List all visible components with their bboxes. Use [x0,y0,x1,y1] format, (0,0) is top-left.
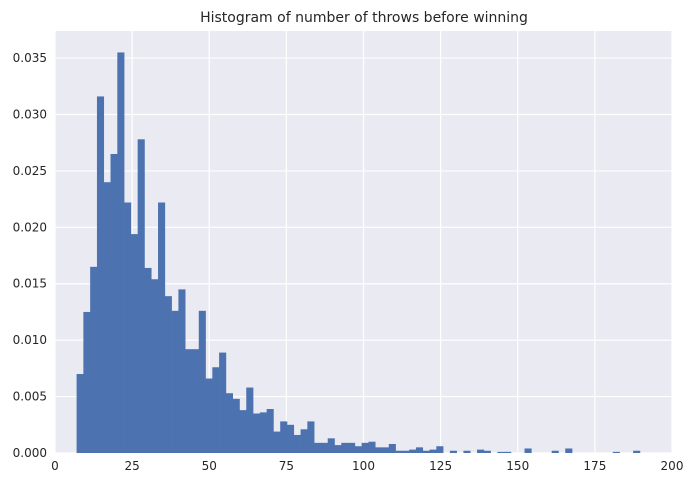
histogram-bar [239,410,247,453]
histogram-bar [307,421,315,453]
histogram-bar [449,450,457,453]
histogram-bar [429,449,437,453]
histogram-bar [565,448,573,453]
histogram-bar [409,449,417,453]
histogram-bar [504,451,512,453]
histogram-bar [103,182,111,453]
histogram-bar [185,349,193,453]
histogram-bar [198,310,206,453]
histogram-bar [314,442,322,453]
x-tick-label: 100 [352,459,375,473]
histogram-bar [320,442,329,453]
histogram-bar [348,442,356,453]
histogram-bar [137,139,145,453]
histogram-bar [300,429,308,453]
histogram-bar [436,446,444,453]
histogram-bar [395,450,403,453]
histogram-bar [83,311,91,453]
x-tick-label: 25 [124,459,139,473]
histogram-bar [375,447,383,453]
histogram-bar [130,234,138,453]
y-tick-label: 0.025 [13,164,47,178]
x-tick-label: 0 [51,459,59,473]
histogram-bar [212,367,220,453]
histogram-bar [219,352,227,453]
histogram-bar [259,412,267,453]
y-tick-label: 0.015 [13,277,47,291]
chart-title: Histogram of number of throws before win… [200,10,528,26]
histogram-bar [110,153,118,453]
x-tick-label: 150 [506,459,529,473]
histogram-bar [388,443,396,453]
histogram-bar [273,431,281,453]
y-tick-label: 0.030 [13,107,47,121]
y-tick-label: 0.035 [13,51,47,65]
histogram-bar [253,413,261,453]
histogram-bar [341,442,349,453]
histogram-bar [266,408,274,453]
histogram-bar [280,421,288,453]
histogram-bar [205,378,213,453]
histogram-bars [76,52,641,453]
histogram-bar [124,202,132,453]
histogram-bar [171,310,179,453]
histogram-bar [497,451,505,453]
histogram-bar [361,442,369,453]
x-tick-label: 175 [583,459,606,473]
histogram-bar [477,449,485,453]
histogram-bar [612,451,620,453]
histogram-bar [246,387,254,453]
histogram-bar [483,450,491,453]
histogram-bar [293,434,301,453]
histogram-bar [90,266,98,453]
histogram-bar [382,447,390,453]
histogram-bar [232,398,240,453]
histogram-bar [158,202,166,453]
x-tick-label: 50 [202,459,217,473]
y-axis-ticks: 0.000 0.005 0.010 0.015 0.020 0.025 0.030 0.035 [13,51,47,460]
histogram-bar [415,447,424,453]
histogram-bar [191,349,200,453]
histogram-bar [76,374,84,453]
histogram-bar [225,393,233,453]
x-tick-label: 200 [661,459,684,473]
histogram-bar [633,450,641,453]
y-tick-label: 0.010 [13,333,47,347]
histogram-bar [178,289,186,453]
histogram-bar [327,438,335,453]
histogram-bar [551,450,559,453]
histogram-bar [368,441,376,453]
histogram-bar [151,279,159,453]
histogram-bar [463,450,471,453]
histogram-bar [286,424,295,453]
x-tick-label: 75 [279,459,294,473]
x-tick-label: 125 [429,459,452,473]
histogram-bar [402,450,410,453]
x-axis-ticks: 0 25 50 75 100 125 150 175 200 [51,459,683,473]
histogram-bar [164,296,172,453]
histogram-bar [96,96,105,453]
histogram-bar [144,267,152,453]
y-tick-label: 0.000 [13,446,47,460]
histogram-bar [422,450,430,453]
histogram-bar [117,52,125,453]
y-tick-label: 0.005 [13,390,47,404]
histogram-bar [524,448,532,453]
histogram-bar [354,446,362,453]
histogram-bar [334,445,342,453]
y-tick-label: 0.020 [13,220,47,234]
